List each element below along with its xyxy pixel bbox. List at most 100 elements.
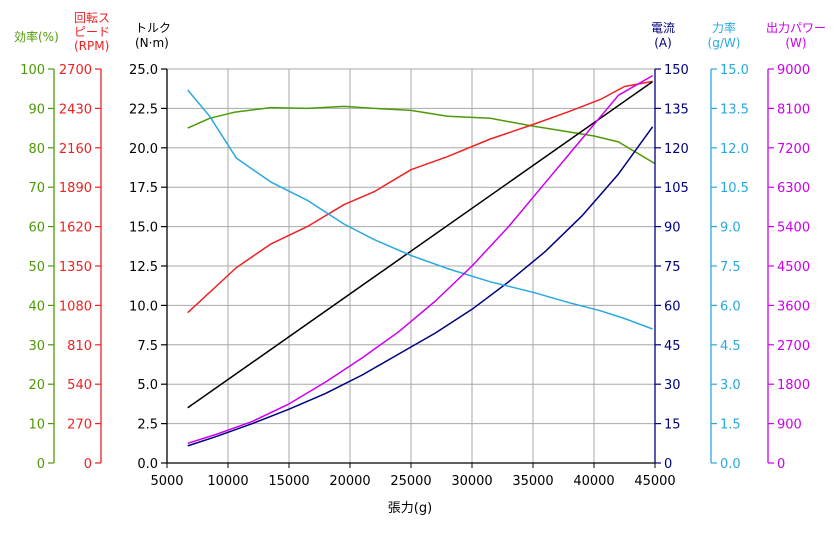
y-tick-label: 17.5 xyxy=(129,181,158,196)
y-axis-force_ratio: 0.0 1.5 3.0 4.5 6.0 7.5 9.0 10.5 12.0 13.5 15.0 力率(… xyxy=(708,20,749,472)
axes: 5000 10000 15000 20000 25000 30000 35000 40000 4… xyxy=(14,11,826,489)
y-tick-label: 30 xyxy=(28,339,45,354)
y-tick-label: 10.0 xyxy=(129,299,158,314)
y-tick-label: 2700 xyxy=(777,339,810,354)
x-tick-label: 15000 xyxy=(268,474,309,489)
series-line-force_ratio xyxy=(187,89,653,330)
y-tick-label: 0 xyxy=(84,457,92,472)
y-tick-label: 90 xyxy=(28,102,45,117)
y-axis-title: (RPM) xyxy=(74,39,109,53)
y-tick-label: 120 xyxy=(664,142,689,157)
x-axis-title: 張力(g) xyxy=(388,501,432,516)
series-lines xyxy=(187,74,656,447)
y-axis-current: 0 15 30 45 60 75 90 105 120 135 150 電流(A) xyxy=(651,21,689,472)
y-axis-title: ピード xyxy=(74,25,110,39)
x-tick-label: 10000 xyxy=(207,474,248,489)
y-axis-title: 力率 xyxy=(712,20,736,35)
y-tick-label: 4.5 xyxy=(720,339,741,354)
y-axis-title: 電流 xyxy=(651,21,675,35)
y-axis-torque: 0.0 2.5 5.0 7.5 10.0 12.5 15.0 17.5 20.0 22.5 25.0… xyxy=(129,21,171,472)
y-tick-label: 9000 xyxy=(777,63,810,78)
x-tick-label: 45000 xyxy=(634,474,675,489)
y-axis-power: 0 900 1800 2700 3600 4500 5400 6300 7200 8100 9000… xyxy=(766,21,826,472)
y-tick-label: 105 xyxy=(664,181,689,196)
x-tick-label: 35000 xyxy=(512,474,553,489)
y-tick-label: 6.0 xyxy=(720,299,741,314)
y-axis-title: (g/W) xyxy=(708,36,741,50)
y-tick-label: 1080 xyxy=(59,299,92,314)
y-tick-label: 135 xyxy=(664,102,689,117)
y-tick-label: 0 xyxy=(37,457,45,472)
y-tick-label: 7.5 xyxy=(137,339,158,354)
y-tick-label: 4500 xyxy=(777,260,810,275)
y-axis-title: (A) xyxy=(654,36,672,50)
series-line-current xyxy=(187,126,654,447)
y-tick-label: 10 xyxy=(28,418,45,433)
x-tick-label: 40000 xyxy=(573,474,614,489)
y-tick-label: 7.5 xyxy=(720,260,741,275)
y-axis-title: 出力パワー xyxy=(766,21,826,35)
y-tick-label: 2430 xyxy=(59,102,92,117)
y-axis-title: (N·m) xyxy=(135,36,169,50)
y-tick-label: 100 xyxy=(20,63,45,78)
series-line-power xyxy=(187,74,653,445)
x-tick-label: 20000 xyxy=(329,474,370,489)
y-tick-label: 7200 xyxy=(777,142,810,157)
y-axis-efficiency: 0 10 20 30 40 50 60 70 80 90 100 効率(%) xyxy=(14,29,59,472)
x-tick-label: 5000 xyxy=(150,474,183,489)
y-axis-title: 回転ス xyxy=(74,11,110,25)
y-tick-label: 1890 xyxy=(59,181,92,196)
y-axis-rpm: 0 270 540 810 1080 1350 1620 1890 2160 2430 2700 回転… xyxy=(59,11,110,472)
y-tick-label: 0.0 xyxy=(720,457,741,472)
y-tick-label: 1620 xyxy=(59,221,92,236)
y-tick-label: 2160 xyxy=(59,142,92,157)
y-tick-label: 20 xyxy=(28,378,45,393)
y-tick-label: 40 xyxy=(28,299,45,314)
y-tick-label: 1.5 xyxy=(720,418,741,433)
y-tick-label: 50 xyxy=(28,260,45,275)
y-tick-label: 75 xyxy=(664,260,681,275)
y-tick-label: 90 xyxy=(664,221,681,236)
y-tick-label: 10.5 xyxy=(720,181,749,196)
y-tick-label: 5.0 xyxy=(137,378,158,393)
y-tick-label: 0 xyxy=(777,457,785,472)
y-axis-title: トルク xyxy=(135,21,171,35)
y-tick-label: 5400 xyxy=(777,221,810,236)
series-line-rpm xyxy=(187,80,653,314)
x-tick-label: 30000 xyxy=(451,474,492,489)
y-tick-label: 12.0 xyxy=(720,142,749,157)
y-tick-label: 13.5 xyxy=(720,102,749,117)
x-tick-label: 25000 xyxy=(390,474,431,489)
y-tick-label: 1350 xyxy=(59,260,92,275)
y-tick-label: 150 xyxy=(664,63,689,78)
y-tick-label: 20.0 xyxy=(129,142,158,157)
y-tick-label: 60 xyxy=(664,299,681,314)
y-tick-label: 9.0 xyxy=(720,221,741,236)
y-tick-label: 6300 xyxy=(777,181,810,196)
y-tick-label: 12.5 xyxy=(129,260,158,275)
y-tick-label: 0.0 xyxy=(137,457,158,472)
y-axis-title: 効率(%) xyxy=(14,29,59,44)
y-tick-label: 2700 xyxy=(59,63,92,78)
y-axis-title: (W) xyxy=(785,36,806,50)
y-tick-label: 60 xyxy=(28,221,45,236)
y-tick-label: 15.0 xyxy=(720,63,749,78)
y-tick-label: 3.0 xyxy=(720,378,741,393)
y-tick-label: 25.0 xyxy=(129,63,158,78)
y-tick-label: 15.0 xyxy=(129,221,158,236)
y-tick-label: 80 xyxy=(28,142,45,157)
y-tick-label: 0 xyxy=(664,457,672,472)
grid xyxy=(167,68,656,463)
y-tick-label: 30 xyxy=(664,378,681,393)
y-tick-label: 45 xyxy=(664,339,681,354)
y-tick-label: 900 xyxy=(777,418,802,433)
y-tick-label: 70 xyxy=(28,181,45,196)
y-tick-label: 1800 xyxy=(777,378,810,393)
y-tick-label: 15 xyxy=(664,418,681,433)
y-tick-label: 270 xyxy=(67,418,92,433)
y-tick-label: 8100 xyxy=(777,102,810,117)
y-tick-label: 3600 xyxy=(777,299,810,314)
y-tick-label: 540 xyxy=(67,378,92,393)
y-tick-label: 22.5 xyxy=(129,102,158,117)
